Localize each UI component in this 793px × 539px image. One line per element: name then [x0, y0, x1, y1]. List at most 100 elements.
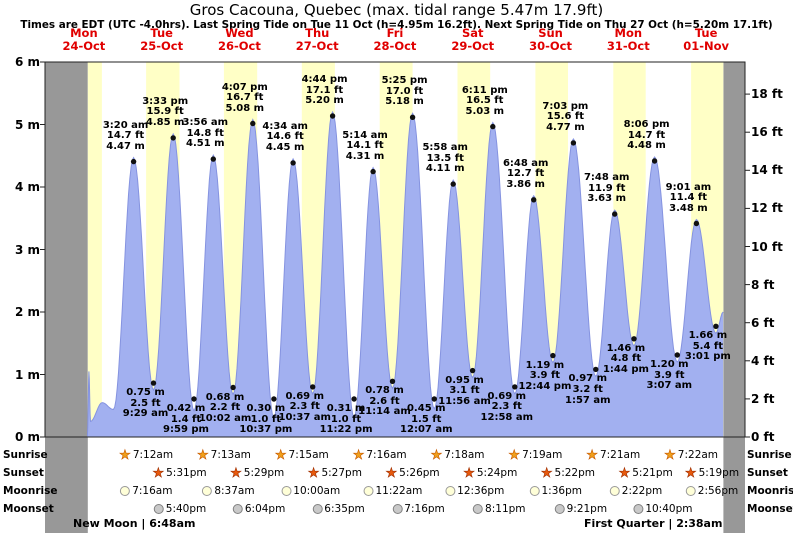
- page-title: Gros Cacouna, Quebec (max. tidal range 5…: [189, 1, 604, 19]
- tide-annotation-high: 3:33 pm 15.9 ft 4.85 m: [142, 95, 189, 129]
- sunset-time: 5:31pm: [166, 467, 207, 479]
- moonset-entry: 5:40pm: [153, 502, 206, 516]
- tide-annotation-high: 6:11 pm 16.5 ft 5.03 m: [461, 84, 508, 117]
- moonset-row-label-left: Moonset: [3, 503, 54, 515]
- moonset-entry: 7:16pm: [392, 502, 445, 516]
- sunset-row-label-right: Sunset: [747, 467, 788, 479]
- day-header: Fri 28-Oct: [373, 26, 417, 53]
- sunset-icon: ★: [540, 465, 553, 481]
- sunset-icon: ★: [463, 465, 475, 481]
- tide-extreme-dot: [490, 123, 496, 130]
- sunrise-entry: ★ 7:15am: [275, 448, 329, 462]
- sunset-entry: ★ 5:27pm: [308, 466, 362, 480]
- y-axis-label-ft: 2 ft: [751, 391, 775, 406]
- tide-annotation-high: 8:06 pm 14.7 ft 4.48 m: [623, 119, 670, 152]
- sunset-icon: ★: [618, 465, 631, 481]
- tide-extreme-dot: [191, 396, 197, 402]
- sunrise-entry: ★ 7:18am: [430, 448, 484, 462]
- sunset-entry: ★ 5:21pm: [618, 465, 672, 481]
- sunset-time: 5:29pm: [243, 467, 285, 479]
- sunrise-time: 7:15am: [288, 449, 329, 461]
- sunrise-entry: ★ 7:22am: [664, 448, 718, 462]
- moonset-icon: [312, 504, 323, 514]
- moonrise-time: 2:22pm: [621, 485, 663, 497]
- new-moon-phase: New Moon | 6:48am: [73, 517, 196, 530]
- y-axis-label-ft: 0 ft: [751, 430, 775, 444]
- tide-extreme-dot: [612, 211, 618, 217]
- moonrise-entry: 1:36pm: [529, 484, 582, 498]
- moonset-time: 6:04pm: [244, 503, 286, 515]
- moonrise-entry: 2:22pm: [609, 484, 663, 498]
- sunrise-icon: ★: [274, 447, 287, 463]
- moonset-icon: [392, 504, 403, 514]
- day-header: Mon 24-Oct: [62, 26, 106, 53]
- moonrise-entry: 11:22am: [363, 484, 422, 498]
- tide-annotation-high: 3:56 am 14.8 ft 4.51 m: [182, 117, 229, 150]
- moonrise-entry: 12:36pm: [445, 484, 504, 498]
- sunset-time: 5:22pm: [554, 467, 596, 479]
- tide-extreme-dot: [271, 396, 277, 402]
- moonrise-time: 12:36pm: [457, 485, 505, 497]
- moonset-icon: [633, 504, 644, 514]
- moonset-icon: [232, 504, 243, 514]
- tide-annotation-low: 0.68 m 2.2 ft 10:02 am: [198, 391, 252, 424]
- sunrise-time: 7:12am: [132, 449, 174, 461]
- tide-annotation-low: 0.42 m 1.4 ft 9:59 pm: [163, 403, 209, 436]
- sunrise-time: 7:22am: [677, 449, 719, 461]
- moonrise-icon: [120, 486, 131, 496]
- sunset-icon: ★: [307, 465, 320, 481]
- sunrise-icon: ★: [196, 447, 209, 463]
- tide-annotation-low: 1.66 m 5.4 ft 3:01 pm: [684, 330, 731, 363]
- moonrise-icon: [281, 486, 292, 496]
- day-header: Tue 25-Oct: [140, 26, 184, 53]
- moonset-time: 6:35pm: [324, 503, 365, 515]
- y-axis-label-ft: 6 ft: [751, 315, 775, 330]
- tide-extreme-dot: [130, 158, 137, 165]
- day-header: Thu 27-Oct: [295, 26, 339, 53]
- tide-annotation-low: 0.95 m 3.1 ft 11:56 am: [438, 374, 491, 407]
- y-axis-label-ft: 8 ft: [751, 277, 775, 292]
- moonrise-row-label-left: Moonrise: [3, 485, 58, 497]
- tide-annotation-low: 0.30 m 1.0 ft 10:37 pm: [239, 403, 293, 436]
- tide-extreme-dot: [693, 220, 700, 227]
- sunrise-icon: ★: [119, 447, 131, 463]
- moonrise-time: 7:16am: [132, 485, 173, 497]
- tide-extreme-dot: [593, 366, 599, 373]
- past-time-band: [723, 62, 745, 533]
- tide-extreme-dot: [409, 114, 416, 121]
- tide-extreme-dot: [713, 323, 719, 329]
- sunrise-entry: ★ 7:12am: [119, 448, 173, 462]
- sunrise-row-label-right: Sunrise: [747, 449, 792, 461]
- tide-annotation-high: 4:44 pm 17.1 ft 5.20 m: [301, 74, 348, 107]
- moonrise-icon: [202, 486, 213, 496]
- tide-extreme-dot: [351, 396, 357, 402]
- tide-annotation-low: 0.97 m 3.2 ft 1:57 am: [564, 373, 611, 406]
- sunset-icon: ★: [684, 465, 697, 481]
- tide-extreme-dot: [550, 352, 556, 359]
- tide-extreme-dot: [310, 384, 316, 390]
- moonrise-icon: [529, 486, 540, 496]
- moonrise-entry: 8:37am: [202, 484, 255, 498]
- y-axis-label-m: 0 m: [14, 430, 40, 444]
- sunset-entry: ★ 5:24pm: [463, 466, 517, 480]
- tide-extreme-dot: [170, 135, 176, 141]
- moonset-time: 7:16pm: [404, 503, 445, 515]
- tide-annotation-high: 3:20 am 14.7 ft 4.47 m: [102, 119, 149, 152]
- sunset-icon: ★: [152, 465, 165, 481]
- moonset-time: 10:40pm: [645, 503, 693, 515]
- y-axis-label-ft: 14 ft: [751, 163, 783, 178]
- tide-extreme-dot: [250, 120, 256, 127]
- tide-extreme-dot: [150, 380, 157, 386]
- tide-annotation-low: 1.46 m 4.8 ft 1:44 pm: [602, 342, 649, 375]
- moonrise-time: 1:36pm: [541, 485, 582, 497]
- tide-extreme-dot: [531, 197, 537, 203]
- tide-annotation-high: 9:01 am 11.4 ft 3.48 m: [665, 181, 712, 214]
- sunset-entry: ★ 5:19pm: [685, 466, 739, 480]
- moonset-time: 9:21pm: [566, 503, 608, 515]
- y-axis-label-m: 2 m: [14, 305, 40, 319]
- sunrise-entry: ★ 7:16am: [352, 448, 406, 462]
- tide-extreme-dot: [651, 158, 658, 164]
- tide-extreme-dot: [570, 140, 577, 146]
